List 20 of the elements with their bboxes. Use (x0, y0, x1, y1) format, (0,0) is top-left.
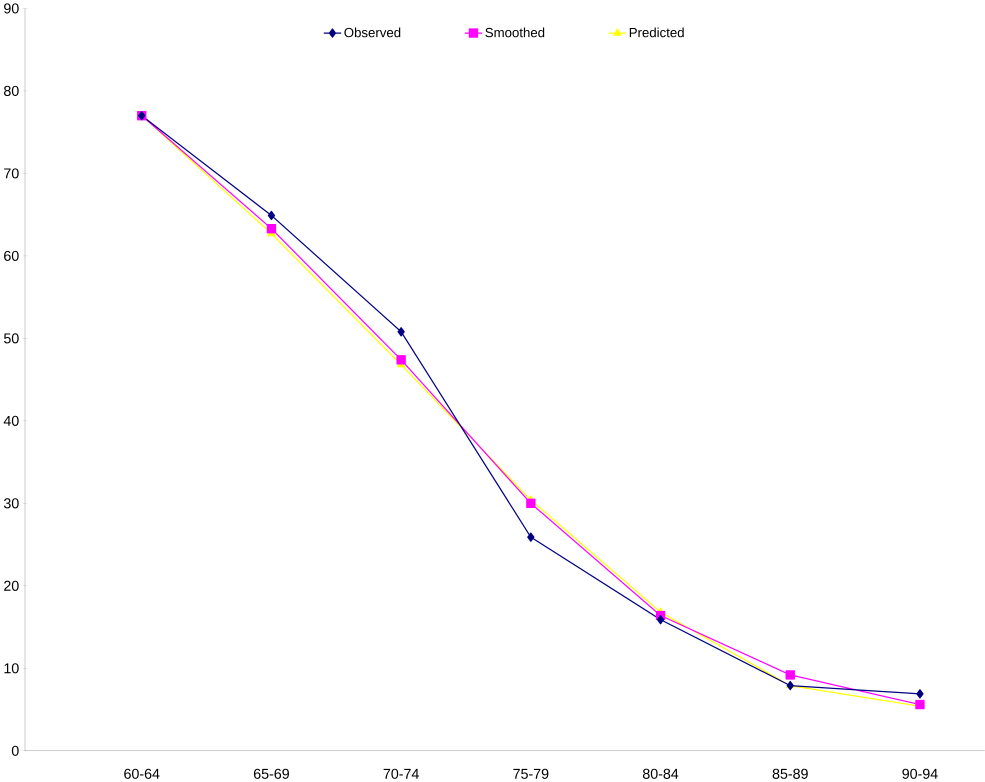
y-tick-label: 70 (4, 168, 19, 178)
x-tick-label: 65-69 (254, 768, 289, 779)
y-tick-label: 60 (4, 250, 19, 261)
y-tick-label: 40 (4, 416, 19, 426)
legend-label: Predicted (630, 27, 684, 38)
x-tick-label: 75-79 (513, 768, 548, 779)
legend-label: Observed (344, 27, 400, 38)
y-tick-label: 20 (4, 580, 19, 591)
x-tick-label: 85-89 (772, 768, 808, 779)
x-tick-label: 70-74 (384, 768, 419, 779)
legend-label: Smoothed (485, 27, 544, 38)
x-tick-label: 80-84 (642, 768, 678, 779)
y-tick-label: 80 (4, 86, 19, 96)
y-tick-label: 90 (4, 3, 19, 14)
y-tick-label: 50 (4, 333, 19, 344)
x-tick-label: 60-64 (124, 768, 160, 779)
y-tick-label: 10 (4, 663, 19, 674)
y-tick-label: 0 (12, 746, 19, 756)
x-tick-label: 90-94 (902, 768, 938, 779)
y-tick-label: 30 (4, 498, 19, 508)
